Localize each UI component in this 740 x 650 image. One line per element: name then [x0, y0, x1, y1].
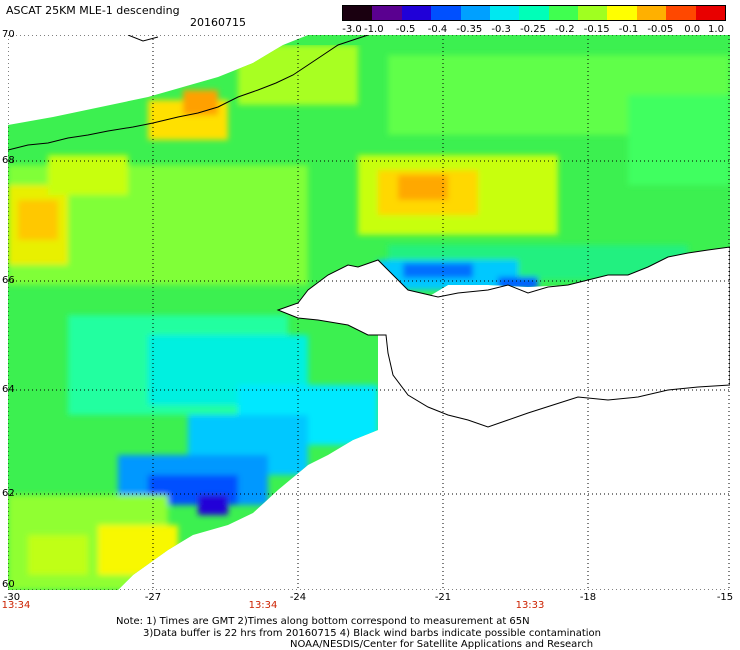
colorbar-segment	[519, 6, 550, 20]
colorbar-tick-labels: -3.0 -1.0 -0.5 -0.4 -0.35 -0.3 -0.25 -0.2 -0.15-…	[342, 24, 724, 36]
colorbar-segment	[460, 6, 491, 20]
lon-label-27: -27	[144, 592, 162, 603]
colorbar-segment	[578, 6, 609, 20]
colorbar-tick-label: 1.0	[708, 24, 724, 35]
colorbar-tick-label: -0.4	[427, 24, 448, 35]
colorbar-tick-label: -0.05	[647, 24, 674, 35]
colorbar-tick-label: -0.35	[456, 24, 483, 35]
map-plot	[8, 35, 730, 590]
colorbar-segment	[431, 6, 462, 20]
lon-label-24: -24	[289, 592, 307, 603]
colorbar-tick-label: -0.5	[395, 24, 416, 35]
colorbar-segment	[401, 6, 433, 20]
colorbar-segment	[489, 6, 521, 20]
colorbar-segment	[372, 6, 403, 20]
colorbar-tick-label: -0.25	[520, 24, 546, 35]
chart-date: 20160715	[190, 16, 246, 29]
lon-label-18: -18	[579, 592, 597, 603]
coastline-greenland	[8, 35, 369, 151]
lat-lon-grid	[8, 35, 730, 590]
lat-label-68: 68	[2, 155, 15, 166]
lat-label-64: 64	[2, 384, 15, 395]
colorbar-tick-label: -3.0	[342, 24, 362, 35]
colorbar-tick-label: -0.15	[583, 24, 610, 35]
note-line-3: NOAA/NESDIS/Center for Satellite Applica…	[290, 639, 594, 650]
colorbar-tick-label: -1.0	[364, 24, 384, 35]
colorbar-tick-label: -0.3	[491, 24, 511, 35]
time-label: 13:34	[248, 600, 278, 611]
colorbar-tick-label: -0.1	[618, 24, 639, 35]
colorbar-segment	[666, 6, 697, 20]
time-label: 13:33	[515, 600, 545, 611]
colorbar-segment	[343, 6, 374, 20]
colorbar	[342, 5, 726, 21]
lat-label-70: 70	[2, 29, 15, 40]
colorbar-segment	[636, 6, 668, 20]
lon-label-15: -15	[716, 592, 734, 603]
lon-label-30: -30	[3, 592, 21, 603]
lat-label-62: 62	[2, 488, 15, 499]
note-line-2: 3)Data buffer is 22 hrs from 20160715 4)…	[143, 628, 601, 639]
colorbar-tick-label: 0.0	[684, 24, 701, 35]
lat-label-60: 60	[2, 579, 15, 590]
lon-label-21: -21	[434, 592, 452, 603]
note-line-1: Note: 1) Times are GMT 2)Times along bot…	[116, 616, 530, 627]
lat-label-66: 66	[2, 275, 15, 286]
chart-title: ASCAT 25KM MLE-1 descending	[6, 4, 180, 17]
colorbar-segment	[607, 6, 638, 20]
colorbar-tick-label: -0.2	[555, 24, 575, 35]
colorbar-segment	[695, 6, 725, 20]
colorbar-segment	[548, 6, 580, 20]
coastline-iceland	[276, 246, 730, 428]
time-label: 13:34	[1, 600, 31, 611]
